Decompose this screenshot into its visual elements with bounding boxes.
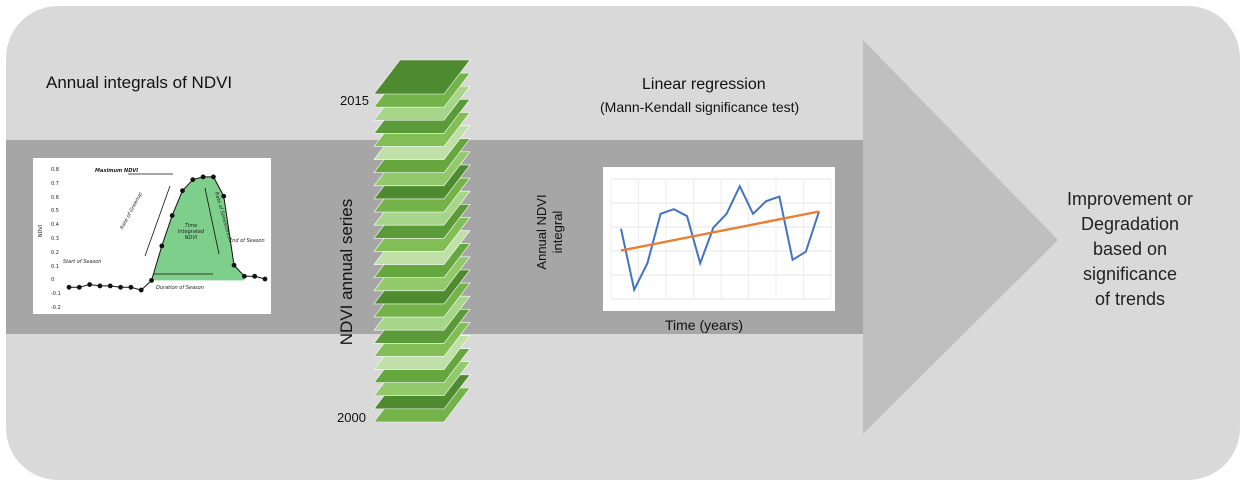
ndvi-tick-label: 0.1: [51, 263, 59, 270]
ndvi-tick-label: 0.6: [51, 194, 59, 201]
result-line: based on: [1092, 239, 1168, 259]
ndvi-tick-label: 0.8: [51, 167, 59, 173]
ndvi-tick-label: 0: [51, 277, 55, 284]
duration-of-season-label: Duration of Season: [156, 285, 204, 291]
ndvi-point: [231, 262, 237, 268]
trend-line: [620, 210, 820, 252]
regression-plot: [610, 178, 832, 300]
ndvi-point: [97, 283, 103, 289]
end-of-season-label: End of Season: [229, 238, 265, 244]
integrated-ndvi-area: [151, 176, 245, 281]
year-bottom-label: 2000: [337, 410, 366, 425]
linear-regression-title: Linear regression: [642, 76, 766, 93]
ndvi-point: [66, 284, 72, 290]
result-line: significance: [1082, 264, 1178, 284]
integrated-area: [151, 176, 245, 281]
ndvi-tick-label: 0.4: [51, 222, 59, 229]
result-line: Improvement or: [1066, 189, 1194, 209]
mann-kendall-subtitle: (Mann-Kendall significance test): [600, 99, 800, 115]
annual-ndvi-line: [620, 183, 820, 293]
year-top-label: 2015: [340, 93, 369, 108]
regression-grid: [610, 178, 832, 300]
regression-chart-card: [603, 167, 835, 311]
ndvi-phenology-plot: [66, 173, 268, 293]
ndvi-tick-label: -0.2: [51, 305, 61, 311]
annual-integrals-title: Annual integrals of NDVI: [46, 73, 233, 92]
result-line: Degradation: [1080, 214, 1180, 234]
ndvi-points: [66, 174, 268, 293]
annual-ndvi-integral-axis-label: Annual NDVI integral: [534, 194, 565, 270]
ndvi-point: [252, 273, 258, 279]
ndvi-point: [107, 283, 113, 289]
ndvi-point: [211, 174, 216, 180]
regression-series: [620, 183, 820, 293]
time-years-axis-label: Time (years): [665, 317, 744, 333]
senescence-line: [204, 187, 220, 255]
ndvi-tick-label: 0.5: [51, 208, 59, 215]
ndvi-point: [128, 284, 134, 290]
ndvi-point: [180, 188, 185, 194]
start-of-season-label: Start of Season: [63, 259, 102, 265]
maximum-ndvi-label: Maximum NDVI: [95, 168, 139, 174]
ndvi-point: [76, 284, 82, 290]
result-line: of trends: [1094, 289, 1166, 309]
annual-layer: [373, 59, 471, 95]
ndvi-point: [190, 177, 196, 183]
ndvi-tick-label: 0.7: [51, 180, 59, 187]
ndvi-point: [87, 282, 93, 287]
result-text: Improvement or Degradation based on sign…: [1055, 187, 1205, 312]
ndvi-point: [169, 213, 175, 218]
greenup-line: [144, 185, 171, 257]
ndvi-point: [118, 284, 123, 290]
time-integrated-ndvi-label: Time Integrated NDVI: [177, 223, 205, 241]
ndvi-point: [159, 243, 165, 249]
ndvi-tick-label: 0.2: [51, 249, 59, 256]
ndvi-tick-label: -0.1: [51, 291, 61, 298]
ndvi-phenology-card: NDVI 0.8 0.7 0.6 0.5 0.4 0.3 0.2 0.1 0 -0.1 -0.2 M…: [33, 158, 271, 314]
arrow-head: [863, 40, 1058, 434]
ndvi-tick-label: 0.3: [51, 236, 59, 242]
ndvi-point: [221, 193, 227, 199]
ndvi-point: [149, 278, 154, 283]
ndvi-point: [262, 276, 268, 282]
phenology-annotations: [128, 173, 220, 275]
ndvi-point: [200, 174, 206, 180]
ndvi-point: [241, 273, 247, 279]
ndvi-point: [138, 287, 144, 293]
ndvi-annual-series-label: NDVI annual series: [337, 198, 356, 346]
